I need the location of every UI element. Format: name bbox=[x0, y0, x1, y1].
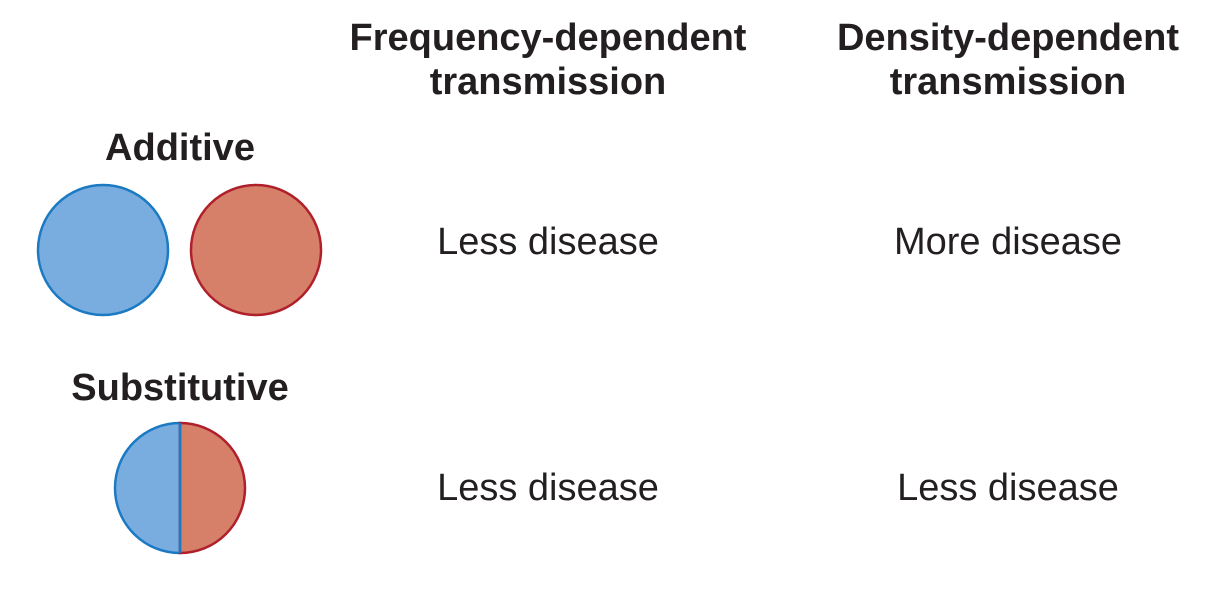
header-frequency-line1: Frequency-dependent bbox=[349, 17, 747, 59]
substitutive-blue-half bbox=[113, 421, 182, 555]
additive-blue-species-circle bbox=[36, 183, 170, 317]
row-label-additive: Additive bbox=[105, 127, 255, 169]
cell-substitutive-density: Less disease bbox=[897, 467, 1119, 509]
header-frequency-line2: transmission bbox=[429, 61, 667, 103]
cell-additive-frequency: Less disease bbox=[437, 221, 659, 263]
header-density-dependent: Density-dependent transmission bbox=[793, 16, 1223, 104]
row-label-substitutive: Substitutive bbox=[71, 367, 289, 409]
header-frequency-dependent: Frequency-dependent transmission bbox=[318, 16, 778, 104]
cell-additive-density: More disease bbox=[893, 221, 1123, 263]
substitutive-red-half bbox=[178, 421, 247, 555]
cell-substitutive-frequency: Less disease bbox=[437, 467, 659, 509]
additive-red-species-circle bbox=[189, 183, 323, 317]
header-density-line2: transmission bbox=[889, 61, 1127, 103]
header-density-line1: Density-dependent bbox=[836, 17, 1180, 59]
